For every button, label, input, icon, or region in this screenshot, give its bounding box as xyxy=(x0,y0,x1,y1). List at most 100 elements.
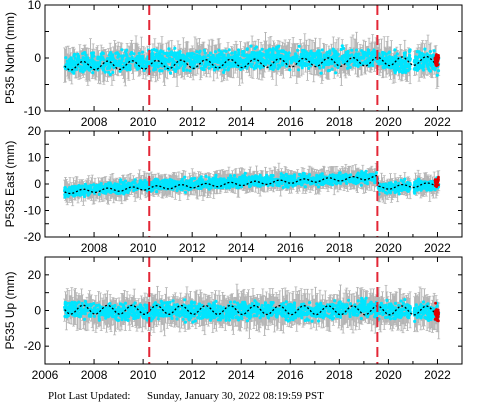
daily-point xyxy=(268,47,272,51)
daily-point xyxy=(234,53,238,58)
daily-point xyxy=(317,57,321,62)
daily-point xyxy=(286,57,291,61)
daily-point xyxy=(191,55,195,60)
x-tick-label: 2022 xyxy=(424,115,451,129)
daily-point xyxy=(386,61,391,65)
daily-point xyxy=(206,54,210,58)
daily-point xyxy=(167,47,171,51)
daily-point xyxy=(195,59,199,63)
daily-point xyxy=(356,64,360,68)
daily-point xyxy=(327,59,331,63)
daily-point xyxy=(107,65,111,69)
daily-point xyxy=(249,62,253,66)
daily-point xyxy=(186,54,190,58)
daily-point xyxy=(154,48,158,52)
x-tick-label: 2018 xyxy=(326,115,353,129)
daily-point xyxy=(142,59,146,63)
daily-point xyxy=(231,55,235,59)
daily-point xyxy=(237,61,241,65)
daily-point xyxy=(393,54,398,58)
daily-point xyxy=(427,68,431,72)
daily-point xyxy=(307,66,311,70)
daily-point xyxy=(293,52,298,56)
daily-point xyxy=(317,49,321,53)
daily-point xyxy=(107,57,111,61)
daily-point xyxy=(300,48,304,53)
daily-point xyxy=(99,58,103,62)
daily-point xyxy=(320,48,324,52)
daily-point xyxy=(224,56,228,60)
daily-point xyxy=(115,63,119,67)
daily-point xyxy=(277,44,281,48)
daily-point xyxy=(324,53,329,57)
daily-point xyxy=(324,61,328,65)
daily-point xyxy=(362,54,366,59)
daily-point xyxy=(245,47,249,51)
daily-point xyxy=(101,51,105,56)
daily-point xyxy=(360,170,364,174)
daily-point xyxy=(221,65,225,69)
daily-point xyxy=(280,49,284,54)
daily-point xyxy=(232,174,237,178)
daily-point xyxy=(101,67,105,71)
daily-point xyxy=(432,49,436,53)
y-tick-label: 10 xyxy=(28,0,42,12)
daily-point xyxy=(366,48,370,52)
daily-point xyxy=(274,48,278,52)
daily-point xyxy=(359,183,363,187)
x-tick-label: 2020 xyxy=(375,115,402,129)
daily-point xyxy=(249,44,253,48)
daily-point xyxy=(114,51,118,55)
daily-points xyxy=(63,44,441,77)
daily-point xyxy=(72,53,76,58)
daily-point xyxy=(425,63,429,67)
daily-point xyxy=(213,50,218,54)
daily-point xyxy=(242,49,246,54)
daily-point xyxy=(70,60,74,64)
daily-point xyxy=(107,62,111,66)
daily-point xyxy=(177,54,181,58)
daily-point xyxy=(358,56,362,61)
daily-point xyxy=(97,192,101,196)
daily-point xyxy=(229,63,233,67)
daily-point xyxy=(425,53,429,57)
daily-point xyxy=(171,61,175,65)
daily-point xyxy=(96,55,100,59)
daily-point xyxy=(276,63,281,67)
daily-point xyxy=(204,61,208,66)
daily-point xyxy=(81,52,85,56)
x-tick-label: 2014 xyxy=(228,115,255,129)
daily-point xyxy=(429,54,433,58)
daily-point xyxy=(126,56,130,60)
daily-point xyxy=(175,51,180,55)
daily-point xyxy=(307,56,312,60)
daily-point xyxy=(266,59,271,64)
panel-1: 2008 2010 2012 2014 2016 2018 2020 2022 -10 0 10 P5… xyxy=(3,0,463,129)
daily-point xyxy=(333,64,337,68)
daily-point xyxy=(387,50,392,54)
daily-point xyxy=(288,68,292,72)
daily-point xyxy=(296,48,300,52)
daily-point xyxy=(271,53,275,58)
daily-point xyxy=(354,48,359,52)
daily-point xyxy=(327,62,331,67)
daily-point xyxy=(408,48,412,52)
daily-point xyxy=(326,69,330,73)
daily-point xyxy=(173,46,177,50)
daily-point xyxy=(268,56,272,60)
daily-point xyxy=(137,51,141,55)
daily-point xyxy=(348,65,352,69)
daily-point xyxy=(255,53,260,57)
daily-point xyxy=(83,68,87,72)
daily-point xyxy=(78,68,83,72)
daily-point xyxy=(307,62,311,66)
daily-point xyxy=(419,65,423,69)
daily-point xyxy=(125,48,129,52)
daily-point xyxy=(152,66,156,70)
rapid-point xyxy=(437,56,441,59)
daily-point xyxy=(222,53,226,57)
daily-point xyxy=(254,45,259,49)
daily-point xyxy=(236,48,241,52)
daily-point xyxy=(344,50,348,54)
